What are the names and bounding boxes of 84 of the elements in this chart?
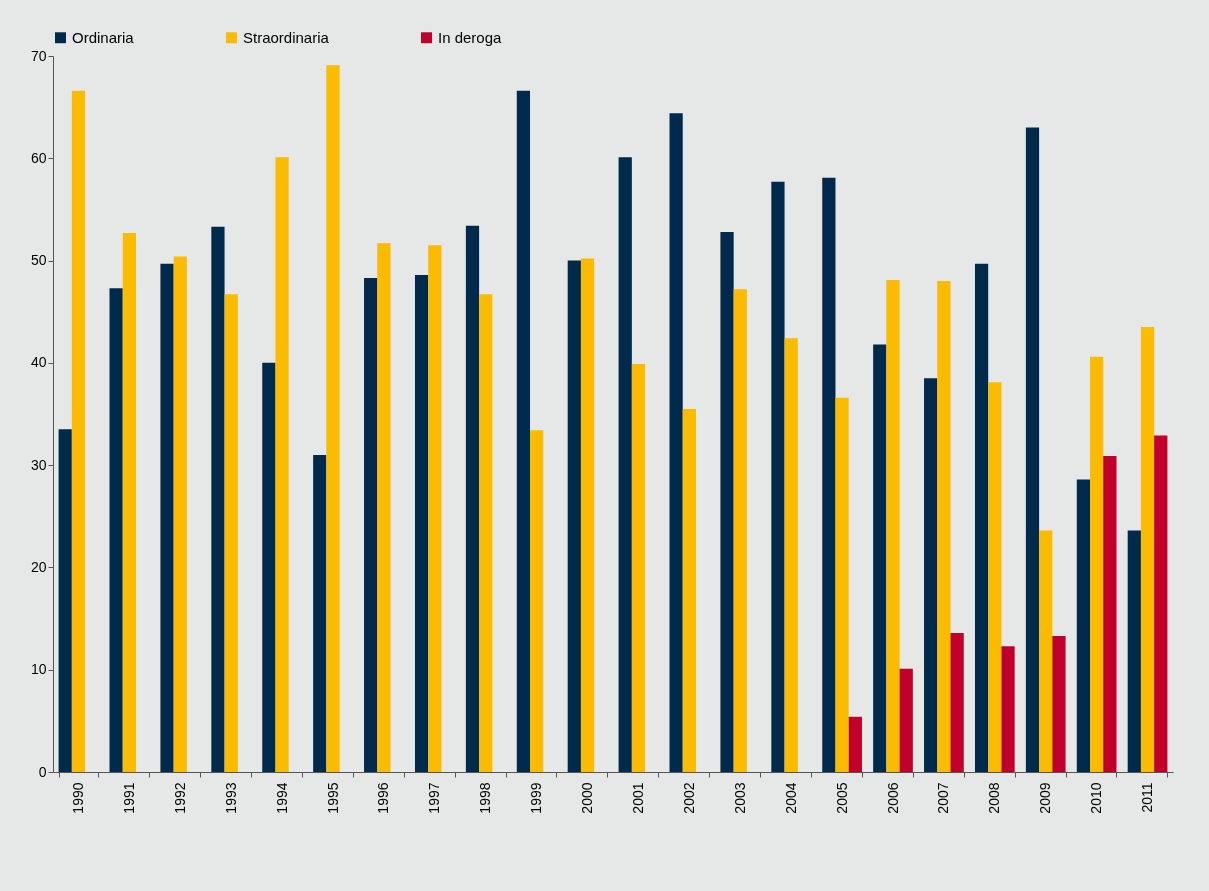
x-tick-label: 2005 xyxy=(833,782,850,814)
bar xyxy=(1039,530,1053,772)
bar xyxy=(211,226,225,772)
y-tick-label: 20 xyxy=(30,558,47,575)
bar xyxy=(224,294,238,772)
bar xyxy=(822,177,836,772)
legend-label: Straordinaria xyxy=(243,28,330,46)
bar xyxy=(835,397,849,772)
bar xyxy=(580,258,595,772)
x-tick-label: 2010 xyxy=(1088,782,1105,814)
y-tick-label: 60 xyxy=(30,149,47,166)
bar xyxy=(1025,127,1040,772)
bar xyxy=(1076,479,1091,772)
x-tick-label: 1995 xyxy=(324,782,341,814)
y-tick-label: 40 xyxy=(30,354,47,371)
x-tick-label: 1996 xyxy=(375,782,392,814)
legend-label: In deroga xyxy=(438,28,503,46)
x-tick-label: 2009 xyxy=(1037,782,1054,814)
bar xyxy=(173,256,187,772)
bar xyxy=(516,90,531,772)
bar xyxy=(886,280,900,772)
x-tick-label: 2007 xyxy=(935,782,952,814)
x-tick-label: 2003 xyxy=(731,782,748,814)
bar xyxy=(1103,455,1117,772)
bar xyxy=(326,65,340,772)
y-tick-label: 10 xyxy=(30,661,47,678)
x-tick-label: 2011 xyxy=(1139,782,1156,813)
x-tick-label: 2001 xyxy=(629,782,646,814)
bar xyxy=(873,344,887,772)
bar xyxy=(1001,646,1015,772)
bar xyxy=(58,429,72,772)
bar xyxy=(1140,327,1155,772)
bar xyxy=(109,288,123,772)
x-tick-label: 2002 xyxy=(680,782,697,814)
bar xyxy=(733,289,747,772)
x-tick-label: 2006 xyxy=(884,782,901,814)
y-tick-label: 70 xyxy=(30,47,47,64)
x-tick-label: 1992 xyxy=(171,782,188,814)
bar xyxy=(313,454,327,772)
bar xyxy=(479,294,493,772)
x-tick-label: 1993 xyxy=(222,782,239,814)
x-tick-label: 1997 xyxy=(426,782,443,814)
x-tick-label: 2000 xyxy=(579,782,596,814)
bar xyxy=(924,378,938,772)
x-tick-label: 2008 xyxy=(986,782,1003,814)
bar xyxy=(974,263,989,772)
bar xyxy=(1090,356,1104,772)
bar xyxy=(988,382,1002,772)
bar xyxy=(937,281,951,772)
bar xyxy=(377,243,391,772)
bar xyxy=(465,225,480,772)
bar xyxy=(71,90,86,772)
bar xyxy=(567,260,581,772)
x-tick-label: 1998 xyxy=(477,782,494,814)
bar xyxy=(530,430,544,772)
bar xyxy=(414,274,429,772)
bar xyxy=(122,232,136,772)
bar xyxy=(262,362,276,772)
x-tick-label: 1999 xyxy=(528,782,545,814)
x-tick-label: 1991 xyxy=(120,782,137,814)
bar xyxy=(160,263,174,772)
bar xyxy=(682,408,696,772)
y-tick-label: 0 xyxy=(38,763,47,780)
bar xyxy=(771,181,785,772)
bar xyxy=(1127,530,1141,772)
bar xyxy=(899,668,913,772)
bar xyxy=(631,363,646,772)
bar xyxy=(1052,635,1066,772)
legend-label: Ordinaria xyxy=(72,28,135,46)
x-tick-label: 1994 xyxy=(273,782,290,814)
bar xyxy=(950,632,964,772)
bar xyxy=(720,231,734,772)
x-tick-label: 1990 xyxy=(69,782,86,814)
y-tick-label: 30 xyxy=(30,456,47,473)
bar xyxy=(618,157,632,772)
x-tick-label: 2004 xyxy=(782,782,799,814)
bar xyxy=(1154,435,1168,772)
bar xyxy=(364,277,378,772)
y-tick-label: 50 xyxy=(30,252,47,269)
bar xyxy=(848,716,862,772)
bar xyxy=(784,338,798,772)
bar xyxy=(275,157,289,772)
bar xyxy=(428,245,442,772)
bar xyxy=(669,113,683,772)
